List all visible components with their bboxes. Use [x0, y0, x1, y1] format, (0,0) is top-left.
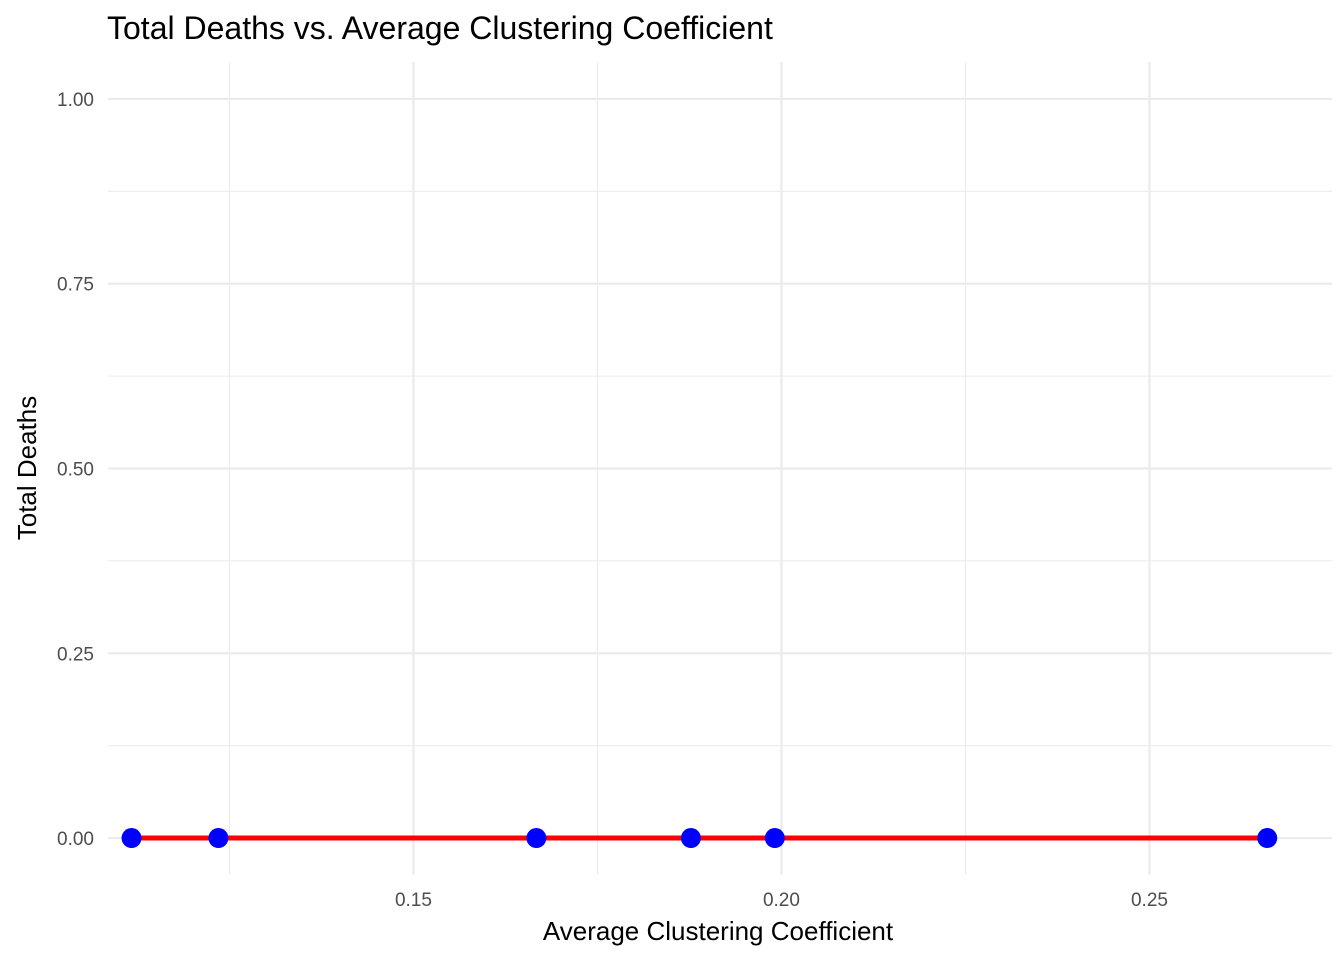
data-point: [526, 828, 547, 849]
data-point: [208, 828, 229, 849]
y-tick-label: 0.50: [57, 460, 94, 481]
y-tick-label: 1.00: [57, 90, 94, 111]
x-tick-label: 0.25: [1131, 890, 1168, 911]
chart-title: Total Deaths vs. Average Clustering Coef…: [107, 10, 773, 46]
x-tick-label: 0.15: [395, 890, 432, 911]
data-point: [764, 828, 785, 849]
y-axis-title: Total Deaths: [12, 396, 42, 541]
y-tick-label: 0.00: [57, 829, 94, 850]
y-tick-label: 0.25: [57, 644, 94, 665]
y-tick-label: 0.75: [57, 275, 94, 296]
data-point: [121, 828, 142, 849]
y-axis-tick-labels: 0.00 0.25 0.50 0.75 1.00: [57, 90, 94, 850]
x-axis-tick-labels: 0.15 0.20 0.25: [395, 890, 1168, 911]
x-tick-label: 0.20: [763, 890, 800, 911]
x-axis-title: Average Clustering Coefficient: [543, 916, 894, 946]
data-point: [680, 828, 701, 849]
data-point: [1257, 828, 1278, 849]
plot-marks: [121, 828, 1278, 849]
gridlines: [108, 62, 1332, 875]
